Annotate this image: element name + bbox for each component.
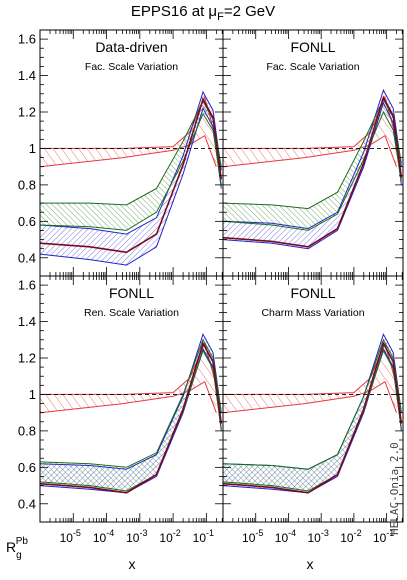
figure-title-sub: F [217, 11, 224, 23]
x-tick-base: 10 [275, 531, 289, 545]
x-tick-base: 10 [242, 531, 256, 545]
epps16-band [223, 343, 397, 413]
x-tick-base: 10 [340, 531, 354, 545]
panel-subtitle: Fac. Scale Variation [85, 61, 178, 73]
band-green [223, 99, 402, 231]
x-tick-base: 10 [126, 531, 140, 545]
y-tick-label: 0.4 [18, 250, 36, 265]
band-blue [223, 90, 402, 249]
figure-title: EPPS16 at μF=2 GeV [131, 3, 275, 23]
panels: 0.4 0.6 0.8 1 1.2 1.4 1.6 Data-driven Fac. Scale… [18, 29, 404, 545]
y-axis-label-main: R [6, 539, 16, 555]
y-axis-label: Rg Pb [6, 536, 28, 561]
x-tick-label: 10-4 [275, 528, 296, 545]
x-tick-label: 10-3 [126, 528, 147, 545]
band-central-upper [40, 341, 223, 494]
epps16-band [223, 97, 397, 167]
x-tick-exponent: -1 [386, 528, 394, 538]
x-tick-base: 10 [93, 531, 107, 545]
x-tick-label: 10-2 [159, 528, 180, 545]
x-tick-base: 10 [60, 531, 74, 545]
y-tick-label: 1.4 [18, 314, 36, 329]
y-axis-label-sup: Pb [16, 536, 29, 547]
y-tick-label: 1 [29, 387, 36, 402]
y-tick-label: 0.6 [18, 214, 36, 229]
x-tick-label: 10-3 [307, 528, 328, 545]
x-tick-exponent: -5 [255, 528, 263, 538]
plot-area [40, 90, 223, 266]
x-tick-label: 10-5 [60, 528, 81, 545]
y-tick-label: 1.6 [18, 278, 36, 293]
x-tick-base: 10 [307, 531, 321, 545]
epps16-band [40, 97, 217, 167]
panel-top-left: 0.4 0.6 0.8 1 1.2 1.4 1.6 Data-driven Fac. Scale… [18, 29, 224, 277]
y-tick-label: 1 [29, 141, 36, 156]
y-tick-label: 1.6 [18, 32, 36, 47]
x-tick-exponent: -2 [354, 528, 362, 538]
band-green-upper [223, 338, 402, 470]
x-tick-label: 10-1 [373, 528, 394, 545]
band-green-upper [40, 100, 222, 206]
panel-bottom-left: 0.40.60.811.21.41.610-5 10-4 10-3 10-2 10-1F… [18, 275, 224, 545]
x-axis-label-right: x [307, 556, 314, 572]
band-green-lower [40, 112, 222, 231]
x-axis-label-left: x [129, 556, 136, 572]
panel-title: FONLL [290, 39, 335, 55]
y-tick-label: 0.6 [18, 460, 36, 475]
x-tick-exponent: -4 [288, 528, 296, 538]
figure-title-tail: =2 GeV [224, 3, 275, 20]
band-green-upper [40, 338, 222, 468]
x-tick-exponent: -1 [206, 528, 214, 538]
epps16-band [40, 343, 217, 413]
figure-title-main: EPPS16 at μ [131, 3, 217, 20]
x-tick-label: 10-5 [242, 528, 263, 545]
x-tick-exponent: -3 [139, 528, 147, 538]
epps16-lower-line [40, 380, 217, 414]
y-axis-label-sub: g [16, 550, 22, 561]
x-tick-exponent: -5 [73, 528, 81, 538]
panel-top-right: FONLL Fac. Scale Variation [222, 29, 404, 277]
y-tick-label: 1.4 [18, 68, 36, 83]
panel-subtitle: Charm Mass Variation [261, 307, 364, 319]
band-green-upper [223, 98, 402, 210]
x-tick-label: 10-2 [340, 528, 361, 545]
panel-subtitle: Fac. Scale Variation [266, 61, 359, 73]
panel-title: Data-driven [95, 39, 167, 55]
x-tick-base: 10 [159, 531, 173, 545]
band-blue [40, 92, 222, 266]
panel-title: FONLL [109, 285, 154, 301]
x-tick-exponent: -4 [106, 528, 114, 538]
x-tick-base: 10 [373, 531, 387, 545]
plot-area [40, 333, 223, 494]
y-tick-label: 0.8 [18, 423, 36, 438]
y-tick-label: 0.8 [18, 177, 36, 192]
panel-frame [222, 275, 404, 523]
panel-subtitle: Ren. Scale Variation [84, 307, 179, 319]
band-green [40, 339, 222, 491]
y-tick-label: 0.4 [18, 496, 36, 511]
watermark: HELAC-Onia 2.0 [388, 442, 401, 535]
band-central-upper [40, 97, 223, 254]
plot-area [223, 88, 403, 250]
band-green [40, 101, 222, 231]
epps16-lower-line [223, 380, 397, 414]
x-tick-label: 10-1 [193, 528, 214, 545]
x-tick-exponent: -2 [173, 528, 181, 538]
plot-area [223, 333, 403, 494]
x-tick-exponent: -3 [321, 528, 329, 538]
band-green [223, 339, 402, 491]
y-tick-label: 1.2 [18, 105, 36, 120]
panel-title: FONLL [290, 285, 335, 301]
band-central-upper [223, 95, 403, 248]
band-green-lower [223, 110, 402, 231]
band-central-upper [223, 341, 403, 494]
x-tick-label: 10-4 [93, 528, 114, 545]
x-tick-base: 10 [193, 531, 207, 545]
y-tick-label: 1.2 [18, 351, 36, 366]
